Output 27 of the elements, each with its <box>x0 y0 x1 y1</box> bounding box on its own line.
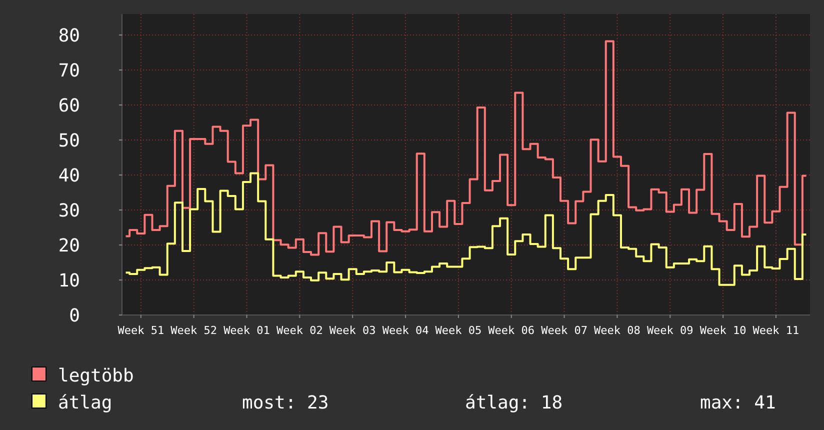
x-tick-label: Week 10 <box>700 324 746 337</box>
legend-label: átlag <box>58 392 112 414</box>
y-tick-label: 0 <box>69 305 80 326</box>
x-tick-label: Week 11 <box>752 324 800 337</box>
x-tick-label: Week 51 <box>118 324 164 337</box>
x-tick-label: Week 04 <box>382 324 430 337</box>
x-tick-label: Week 05 <box>435 324 482 337</box>
x-tick-label: Week 07 <box>541 324 588 337</box>
legend-label: legtöbb <box>58 365 134 386</box>
y-tick-label: 40 <box>58 165 80 186</box>
x-tick-label: Week 01 <box>224 324 270 337</box>
y-tick-label: 30 <box>58 200 80 222</box>
y-tick-label: 70 <box>58 60 80 82</box>
x-tick-label: Week 09 <box>646 324 694 337</box>
text: most: 23 <box>242 392 329 414</box>
x-tick-label: Week 06 <box>488 324 535 337</box>
y-tick-label: 20 <box>58 235 80 256</box>
x-tick-label: Week 03 <box>329 324 376 337</box>
x-tick-label: Week 52 <box>170 324 218 337</box>
y-tick-label: 10 <box>58 270 80 292</box>
y-tick-label: 60 <box>58 95 80 116</box>
y-tick-label: 50 <box>58 130 80 152</box>
text: max: 41 <box>700 392 776 414</box>
y-tick-label: 80 <box>58 25 80 46</box>
text: átlag: 18 <box>465 392 563 414</box>
x-tick-label: Week 02 <box>276 324 323 337</box>
x-tick-label: Week 08 <box>594 324 640 337</box>
